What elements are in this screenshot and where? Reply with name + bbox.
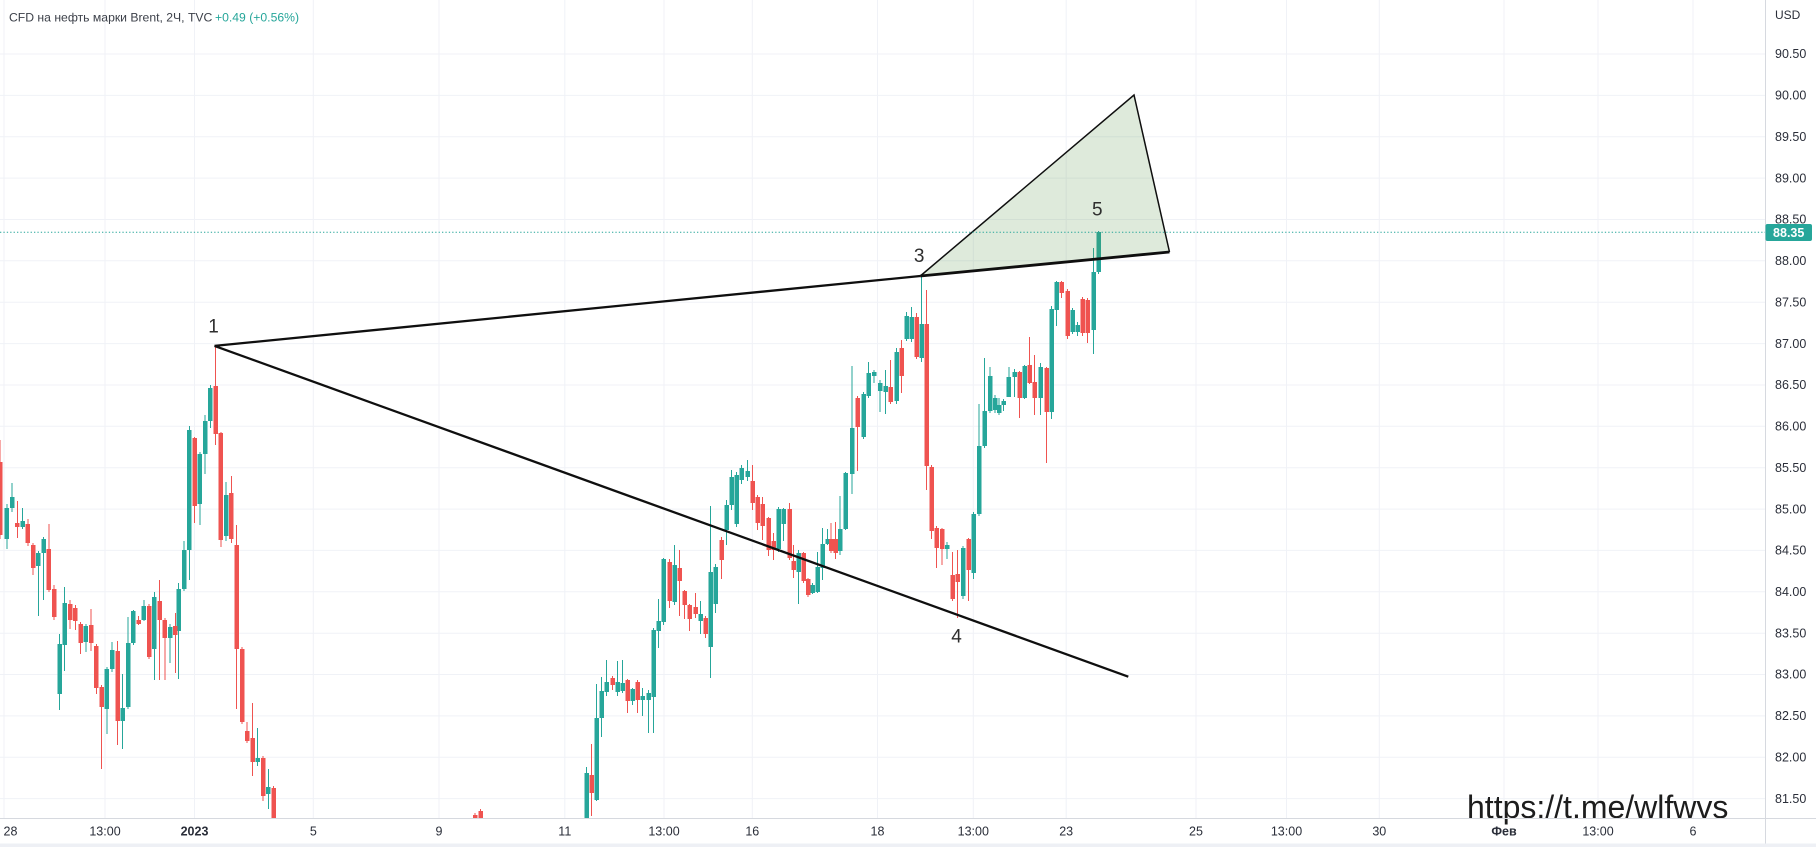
svg-text:USD: USD bbox=[1775, 8, 1801, 22]
svg-text:1: 1 bbox=[208, 317, 219, 338]
svg-text:87.00: 87.00 bbox=[1775, 337, 1806, 351]
svg-text:Фев: Фев bbox=[1491, 825, 1517, 839]
svg-text:13:00: 13:00 bbox=[1271, 825, 1302, 839]
svg-text:86.50: 86.50 bbox=[1775, 378, 1806, 392]
svg-text:5: 5 bbox=[310, 825, 317, 839]
svg-text:83.00: 83.00 bbox=[1775, 668, 1806, 682]
svg-text:83.50: 83.50 bbox=[1775, 626, 1806, 640]
svg-text:82.50: 82.50 bbox=[1775, 709, 1806, 723]
svg-text:9: 9 bbox=[436, 825, 443, 839]
svg-text:28: 28 bbox=[4, 825, 18, 839]
svg-text:85.00: 85.00 bbox=[1775, 502, 1806, 516]
svg-text:88.00: 88.00 bbox=[1775, 254, 1806, 268]
svg-text:4: 4 bbox=[951, 627, 962, 648]
svg-text:23: 23 bbox=[1059, 825, 1073, 839]
svg-text:6: 6 bbox=[1690, 825, 1697, 839]
svg-text:30: 30 bbox=[1372, 825, 1386, 839]
svg-text:25: 25 bbox=[1189, 825, 1203, 839]
svg-text:86.00: 86.00 bbox=[1775, 420, 1806, 434]
svg-text:88.50: 88.50 bbox=[1775, 213, 1806, 227]
svg-text:16: 16 bbox=[745, 825, 759, 839]
svg-text:+0.49 (+0.56%): +0.49 (+0.56%) bbox=[215, 11, 299, 25]
svg-text:84.50: 84.50 bbox=[1775, 544, 1806, 558]
svg-text:2023: 2023 bbox=[181, 825, 209, 839]
svg-text:89.00: 89.00 bbox=[1775, 171, 1806, 185]
svg-text:85.50: 85.50 bbox=[1775, 461, 1806, 475]
svg-text:5: 5 bbox=[1092, 200, 1103, 221]
svg-text:13:00: 13:00 bbox=[89, 825, 120, 839]
svg-text:13:00: 13:00 bbox=[958, 825, 989, 839]
svg-text:18: 18 bbox=[871, 825, 885, 839]
svg-text:3: 3 bbox=[914, 246, 925, 267]
svg-text:89.50: 89.50 bbox=[1775, 130, 1806, 144]
svg-text:https://t.me/wlfwvs: https://t.me/wlfwvs bbox=[1467, 789, 1728, 825]
svg-text:90.00: 90.00 bbox=[1775, 89, 1806, 103]
svg-text:90.50: 90.50 bbox=[1775, 47, 1806, 61]
svg-text:11: 11 bbox=[558, 825, 571, 839]
svg-text:81.50: 81.50 bbox=[1775, 792, 1806, 806]
svg-text:87.50: 87.50 bbox=[1775, 295, 1806, 309]
svg-text:13:00: 13:00 bbox=[1582, 825, 1613, 839]
svg-text:84.00: 84.00 bbox=[1775, 585, 1806, 599]
svg-text:88.35: 88.35 bbox=[1773, 226, 1804, 240]
svg-text:13:00: 13:00 bbox=[648, 825, 679, 839]
svg-text:82.00: 82.00 bbox=[1775, 751, 1806, 765]
svg-text:CFD на нефть марки Brent, 2Ч,: CFD на нефть марки Brent, 2Ч, TVC bbox=[9, 11, 213, 25]
